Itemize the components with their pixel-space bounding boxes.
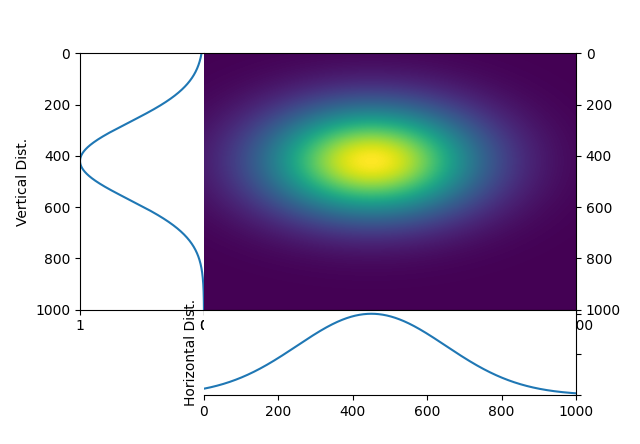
Y-axis label: Horizontal Dist.: Horizontal Dist.: [184, 299, 198, 406]
Y-axis label: Vertical Dist.: Vertical Dist.: [15, 138, 29, 226]
